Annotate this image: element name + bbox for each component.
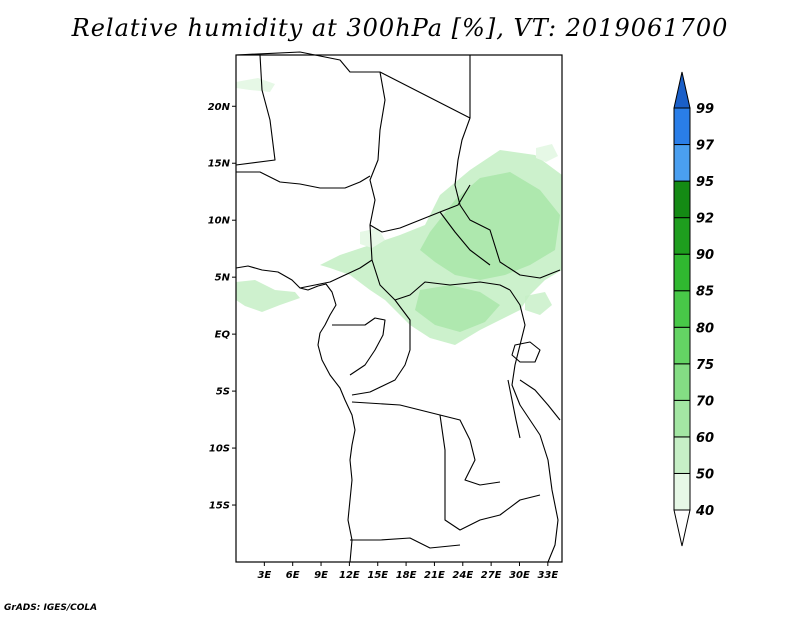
lat-tick-label: 10S [209, 444, 230, 455]
border-sudan [454, 117, 561, 279]
border-angola-south [350, 537, 461, 549]
humidity-core-central-africa [420, 172, 560, 280]
lat-tick-label: 15N [208, 159, 231, 170]
colorbar-level-label: 85 [696, 285, 714, 300]
lat-tick-label: 5N [215, 273, 231, 284]
border-nigeria-north [236, 171, 371, 189]
humidity-area-northeast [536, 144, 558, 162]
lat-tick-label: 20N [208, 102, 231, 113]
lon-tick-label: 15E [367, 570, 388, 581]
colorbar-level-label: 99 [696, 102, 714, 117]
colorbar-segment [673, 472, 691, 511]
border-zambia [439, 414, 541, 531]
lon-tick-label: 33E [537, 570, 558, 581]
colorbar-level-label: 90 [696, 248, 714, 263]
lon-tick-label: 18E [396, 570, 417, 581]
lon-tick-label: 30E [509, 570, 530, 581]
humidity-area-east [525, 292, 552, 315]
colorbar-segment [673, 217, 691, 255]
lon-tick-label: 12E [339, 570, 360, 581]
lake-tanganyika [507, 379, 521, 439]
latitude-axis: 20N 15N 10N 5N EQ 5S 10S 15S [208, 102, 236, 512]
border-mozambique [539, 434, 559, 563]
colorbar-level-label: 97 [696, 139, 715, 154]
colorbar-segment [673, 144, 691, 182]
coastline-west-africa [235, 265, 356, 563]
colorbar-level-label: 80 [696, 321, 714, 336]
colorbar-segment [673, 436, 691, 474]
humidity-core-south [415, 285, 500, 332]
lake-victoria [511, 341, 541, 363]
lat-tick-label: 10N [208, 216, 231, 227]
border-northwest [235, 54, 276, 166]
border-car-north [439, 211, 491, 266]
border-car [369, 224, 511, 301]
border-angola [351, 401, 501, 486]
humidity-area-north [236, 78, 275, 92]
colorbar-level-label: 40 [695, 504, 714, 519]
colorbar-segment [673, 326, 691, 365]
colorbar-level-label: 75 [696, 358, 714, 373]
grads-credit: GrADS: IGES/COLA [4, 603, 98, 613]
lat-tick-label: 5S [216, 387, 230, 398]
lon-tick-label: 6E [286, 570, 300, 581]
colorbar-segment [673, 290, 691, 328]
colorbar-segment [673, 399, 691, 438]
humidity-area-west [360, 228, 385, 248]
colorbar-level-label: 70 [696, 394, 714, 409]
border-gabon-congo [332, 317, 386, 376]
country-borders [235, 51, 561, 563]
longitude-axis: 3E 6E 9E 12E 15E 18E 21E 24E 27E 30E 33E [257, 562, 558, 581]
lat-tick-label: EQ [215, 330, 231, 341]
colorbar-level-label: 60 [696, 431, 714, 446]
border-east [519, 379, 561, 421]
lat-tick-label: 15S [209, 501, 230, 512]
colorbar-level-label: 50 [696, 467, 714, 482]
map-title: Relative humidity at 300hPa [%], VT: 201… [71, 14, 729, 42]
lon-tick-label: 24E [452, 570, 473, 581]
lon-tick-label: 3E [257, 570, 271, 581]
map-frame [235, 54, 563, 563]
colorbar-low-arrow [673, 509, 691, 547]
colorbar-level-label: 95 [696, 175, 714, 190]
lon-tick-label: 27E [481, 570, 502, 581]
border-cameroon [299, 259, 373, 289]
border-drc-east [509, 289, 541, 436]
colorbar-segment [673, 107, 691, 146]
lon-tick-label: 21E [424, 570, 445, 581]
colorbar-segment [673, 253, 691, 292]
humidity-shading [236, 78, 562, 345]
lon-tick-label: 9E [314, 570, 328, 581]
colorbar-level-label: 92 [696, 212, 714, 227]
border-drc [351, 299, 411, 396]
colorbar: 40 50 60 70 75 80 85 90 92 95 97 99 [673, 71, 715, 547]
colorbar-high-arrow [673, 71, 691, 109]
colorbar-segment [673, 180, 691, 219]
humidity-area-gulf-guinea [236, 280, 300, 312]
colorbar-segment [673, 363, 691, 401]
